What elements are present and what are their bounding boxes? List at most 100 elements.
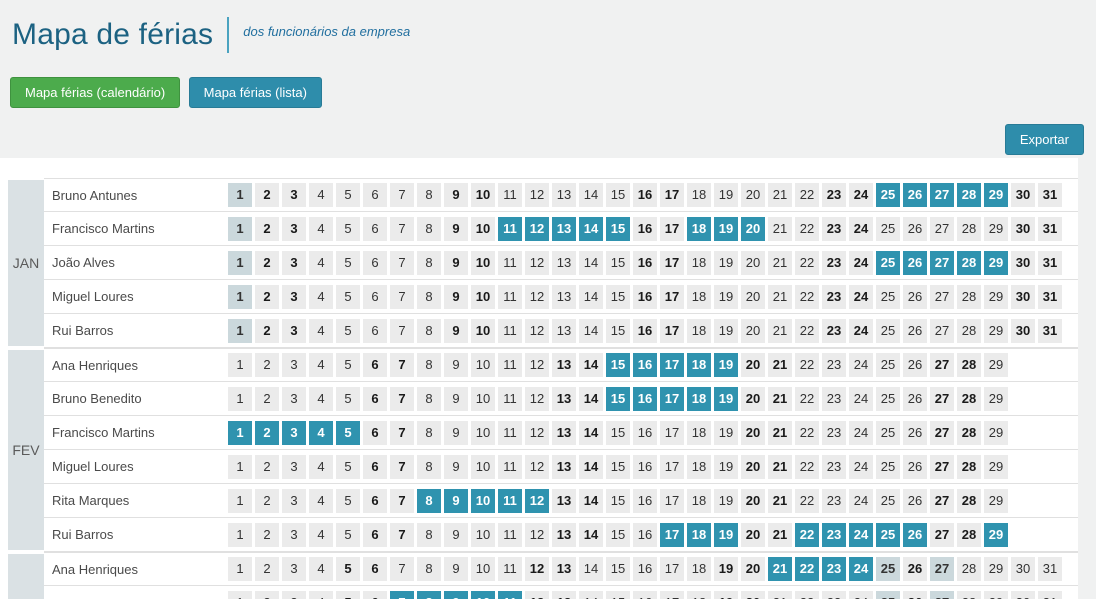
day-cell[interactable]: 7 — [390, 420, 414, 445]
day-cell[interactable]: 29 — [984, 353, 1008, 377]
day-cell[interactable]: 28 — [957, 522, 981, 547]
day-cell[interactable]: 4 — [309, 284, 333, 309]
day-cell[interactable]: 30 — [1011, 183, 1035, 207]
vacation-day-cell[interactable]: 28 — [957, 183, 981, 207]
day-cell[interactable]: 10 — [471, 318, 495, 343]
day-cell[interactable]: 22 — [795, 386, 819, 411]
day-cell[interactable]: 24 — [849, 183, 873, 207]
vacation-day-cell[interactable]: 16 — [633, 386, 657, 411]
day-cell[interactable]: 28 — [957, 454, 981, 479]
day-cell[interactable]: 3 — [282, 386, 306, 411]
day-cell[interactable]: 21 — [768, 454, 792, 479]
day-cell[interactable]: 17 — [660, 420, 684, 445]
day-cell[interactable]: 10 — [471, 216, 495, 241]
day-cell[interactable]: 21 — [768, 488, 792, 513]
day-cell[interactable]: 16 — [633, 183, 657, 207]
vacation-day-cell[interactable]: 13 — [552, 216, 576, 241]
day-cell[interactable]: 30 — [1011, 216, 1035, 241]
day-cell[interactable]: 30 — [1011, 318, 1035, 343]
day-cell[interactable]: 13 — [552, 522, 576, 547]
day-cell[interactable]: 15 — [606, 488, 630, 513]
day-cell[interactable]: 5 — [336, 353, 360, 377]
day-cell[interactable]: 19 — [714, 488, 738, 513]
day-cell[interactable]: 3 — [282, 454, 306, 479]
day-cell[interactable]: 5 — [336, 250, 360, 275]
vacation-day-cell[interactable]: 18 — [687, 386, 711, 411]
day-cell[interactable]: 13 — [552, 250, 576, 275]
day-cell[interactable]: 10 — [471, 284, 495, 309]
day-cell[interactable]: 20 — [741, 557, 765, 581]
day-cell[interactable]: 26 — [903, 216, 927, 241]
day-cell[interactable]: 15 — [606, 454, 630, 479]
day-cell[interactable]: 5 — [336, 386, 360, 411]
vacation-day-cell[interactable]: 20 — [741, 216, 765, 241]
day-cell[interactable]: 31 — [1038, 284, 1062, 309]
day-cell[interactable]: 23 — [822, 454, 846, 479]
day-cell[interactable]: 5 — [336, 284, 360, 309]
day-cell[interactable]: 1 — [228, 488, 252, 513]
day-cell[interactable]: 17 — [660, 216, 684, 241]
day-cell[interactable]: 18 — [687, 557, 711, 581]
day-cell[interactable]: 22 — [795, 250, 819, 275]
day-cell[interactable]: 9 — [444, 386, 468, 411]
day-cell[interactable]: 2 — [255, 318, 279, 343]
day-cell[interactable]: 12 — [525, 353, 549, 377]
day-cell[interactable]: 17 — [660, 488, 684, 513]
day-cell[interactable]: 2 — [255, 590, 279, 599]
day-cell[interactable]: 13 — [552, 284, 576, 309]
day-cell[interactable]: 28 — [957, 420, 981, 445]
day-cell[interactable]: 21 — [768, 353, 792, 377]
day-cell[interactable]: 14 — [579, 318, 603, 343]
day-cell[interactable]: 16 — [633, 454, 657, 479]
day-cell[interactable]: 27 — [930, 488, 954, 513]
day-cell[interactable]: 16 — [633, 488, 657, 513]
day-cell[interactable]: 20 — [741, 250, 765, 275]
day-cell[interactable]: 26 — [903, 386, 927, 411]
day-cell[interactable]: 9 — [444, 557, 468, 581]
day-cell[interactable]: 14 — [579, 454, 603, 479]
day-cell[interactable]: 26 — [903, 284, 927, 309]
day-cell[interactable]: 7 — [390, 318, 414, 343]
day-cell[interactable]: 16 — [633, 590, 657, 599]
day-cell[interactable]: 19 — [714, 590, 738, 599]
export-button[interactable]: Exportar — [1004, 124, 1084, 155]
day-cell[interactable]: 22 — [795, 284, 819, 309]
day-cell[interactable]: 29 — [984, 318, 1008, 343]
day-cell[interactable]: 4 — [309, 590, 333, 599]
day-cell[interactable]: 4 — [309, 216, 333, 241]
day-cell[interactable]: 23 — [822, 250, 846, 275]
vacation-day-cell[interactable]: 18 — [687, 353, 711, 377]
day-cell[interactable]: 15 — [606, 522, 630, 547]
list-view-button[interactable]: Mapa férias (lista) — [188, 77, 322, 108]
day-cell[interactable]: 21 — [768, 216, 792, 241]
vacation-day-cell[interactable]: 19 — [714, 522, 738, 547]
day-cell[interactable]: 15 — [606, 590, 630, 599]
day-cell[interactable]: 22 — [795, 353, 819, 377]
day-cell[interactable]: 4 — [309, 183, 333, 207]
vacation-day-cell[interactable]: 8 — [417, 488, 441, 513]
day-cell[interactable]: 21 — [768, 183, 792, 207]
day-cell[interactable]: 17 — [660, 557, 684, 581]
day-cell[interactable]: 4 — [309, 522, 333, 547]
day-cell[interactable]: 6 — [363, 353, 387, 377]
day-cell[interactable]: 15 — [606, 250, 630, 275]
day-cell[interactable]: 18 — [687, 488, 711, 513]
day-cell[interactable]: 18 — [687, 454, 711, 479]
day-cell[interactable]: 17 — [660, 590, 684, 599]
day-cell[interactable]: 26 — [903, 454, 927, 479]
day-cell[interactable]: 18 — [687, 183, 711, 207]
day-cell[interactable]: 9 — [444, 216, 468, 241]
day-cell[interactable]: 20 — [741, 284, 765, 309]
day-cell[interactable]: 20 — [741, 420, 765, 445]
day-cell[interactable]: 8 — [417, 454, 441, 479]
day-cell[interactable]: 3 — [282, 522, 306, 547]
day-cell[interactable]: 14 — [579, 522, 603, 547]
vacation-day-cell[interactable]: 15 — [606, 386, 630, 411]
day-cell[interactable]: 21 — [768, 318, 792, 343]
day-cell[interactable]: 2 — [255, 216, 279, 241]
vacation-day-cell[interactable]: 26 — [903, 522, 927, 547]
day-cell[interactable]: 12 — [525, 522, 549, 547]
day-cell[interactable]: 24 — [849, 590, 873, 599]
day-cell[interactable]: 11 — [498, 183, 522, 207]
day-cell[interactable]: 5 — [336, 488, 360, 513]
